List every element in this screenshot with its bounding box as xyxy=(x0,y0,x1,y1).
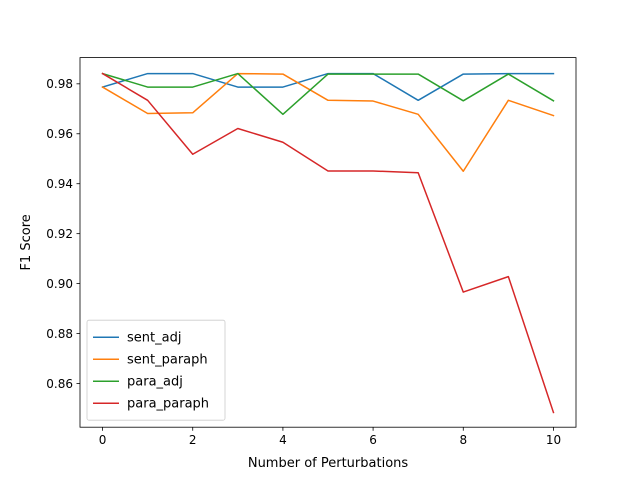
legend-label-para-paraph: para_paraph xyxy=(127,397,209,412)
y-tick-label: 0.98 xyxy=(46,77,73,91)
y-axis-label: F1 Score xyxy=(19,214,34,270)
plot-area xyxy=(101,72,555,414)
legend-label-para-adj: para_adj xyxy=(127,375,183,390)
series-line-para-paraph xyxy=(101,72,555,414)
series-line-para-adj xyxy=(101,72,555,116)
legend-box xyxy=(86,319,226,421)
legend-label-sent-adj: sent_adj xyxy=(127,331,181,346)
x-tick-label: 4 xyxy=(279,433,287,447)
axes xyxy=(79,57,577,428)
x-axis-label: Number of Perturbations xyxy=(248,456,409,471)
legend: sent_adj sent_paraph para_adj para_paraph xyxy=(86,319,226,421)
x-tick-label: 2 xyxy=(189,433,197,447)
y-tick-label: 0.92 xyxy=(46,227,73,241)
y-tick-label: 0.94 xyxy=(46,177,73,191)
y-tick-label: 0.90 xyxy=(46,277,73,291)
y-axis-ticks: 0.86 0.88 0.90 0.92 0.94 0.96 0.98 xyxy=(46,77,80,391)
series-line-sent-paraph xyxy=(101,72,555,172)
x-tick-label: 0 xyxy=(99,433,107,447)
y-tick-label: 0.96 xyxy=(46,127,73,141)
x-tick-label: 8 xyxy=(459,433,467,447)
x-axis-ticks: 0 2 4 6 8 10 xyxy=(99,427,561,447)
x-tick-label: 6 xyxy=(369,433,377,447)
axes-frame xyxy=(79,57,577,428)
y-tick-label: 0.86 xyxy=(46,377,73,391)
y-tick-label: 0.88 xyxy=(46,327,73,341)
legend-label-sent-paraph: sent_paraph xyxy=(127,353,208,368)
x-tick-label: 10 xyxy=(546,433,561,447)
